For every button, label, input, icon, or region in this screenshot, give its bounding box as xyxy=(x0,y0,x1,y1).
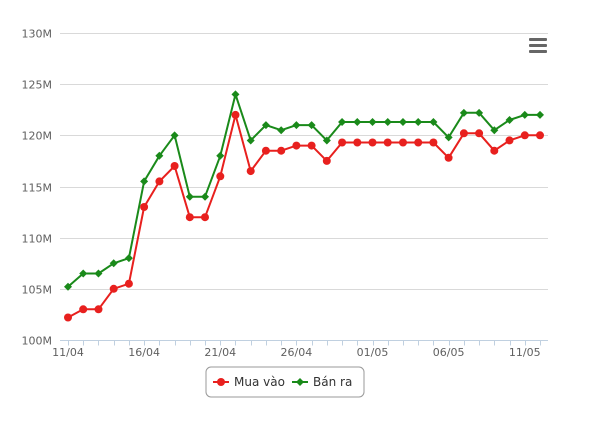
legend: Mua vào Bán ra xyxy=(205,366,365,398)
data-point xyxy=(231,110,240,119)
legend-marker-ban-ra xyxy=(296,378,304,386)
legend-box xyxy=(205,366,365,398)
x-tick-label: 01/05 xyxy=(357,346,389,359)
data-point xyxy=(536,110,544,119)
data-point xyxy=(170,162,179,170)
legend-label-ban-ra: Bán ra xyxy=(313,375,352,389)
data-point xyxy=(520,110,529,119)
data-point xyxy=(64,313,72,322)
series-line-mua-vao xyxy=(67,113,540,319)
data-point xyxy=(246,167,255,176)
x-tick-label: 26/04 xyxy=(281,346,313,359)
data-point xyxy=(292,141,301,150)
data-point xyxy=(353,118,362,127)
data-point xyxy=(307,141,316,150)
data-point xyxy=(322,136,331,145)
data-point xyxy=(109,284,118,293)
data-point xyxy=(277,126,286,135)
data-point xyxy=(246,136,255,145)
y-tick-label: 130M xyxy=(22,28,53,41)
data-point xyxy=(338,118,347,127)
data-point xyxy=(368,118,377,127)
data-point xyxy=(490,146,499,155)
data-point xyxy=(216,172,225,181)
series-mua-vao xyxy=(64,110,544,322)
data-point xyxy=(109,259,118,268)
data-point xyxy=(399,138,407,147)
chart-menu-button[interactable] xyxy=(525,34,551,56)
data-point xyxy=(94,269,103,278)
data-point xyxy=(170,131,179,140)
data-point xyxy=(201,213,209,222)
hamburger-menu-icon xyxy=(529,38,547,53)
y-tick-label: 115M xyxy=(22,182,53,195)
y-tick-label: 120M xyxy=(22,130,53,143)
data-point xyxy=(338,138,347,147)
data-point xyxy=(505,115,514,124)
data-point xyxy=(79,269,88,278)
legend-label-mua-vao: Mua vào xyxy=(234,375,285,389)
data-point xyxy=(414,138,423,147)
data-point xyxy=(353,138,362,147)
data-point xyxy=(459,129,468,138)
y-tick-label: 100M xyxy=(22,335,53,348)
y-tick-label: 105M xyxy=(22,284,53,297)
series-plot xyxy=(64,90,544,322)
data-point xyxy=(155,177,164,186)
data-point xyxy=(475,108,484,117)
data-point xyxy=(155,151,164,160)
x-tick-label: 16/04 xyxy=(128,346,160,359)
data-point xyxy=(505,136,514,145)
data-point xyxy=(368,138,377,147)
data-point xyxy=(414,118,423,127)
legend-item-mua-vao[interactable]: Mua vào xyxy=(213,375,285,389)
data-point xyxy=(444,153,453,162)
data-point xyxy=(185,192,194,201)
y-axis-labels: 100M 105M 110M 115M 120M 125M 130M xyxy=(22,28,53,348)
data-point xyxy=(536,131,544,140)
data-point xyxy=(201,192,210,201)
data-point xyxy=(261,146,270,155)
data-point xyxy=(140,177,149,186)
data-point xyxy=(383,118,392,127)
data-point xyxy=(94,305,103,314)
x-tick-label: 21/04 xyxy=(204,346,236,359)
data-point xyxy=(383,138,392,147)
legend-item-ban-ra[interactable]: Bán ra xyxy=(292,375,352,389)
data-point xyxy=(261,121,270,130)
data-point xyxy=(444,133,453,142)
data-point xyxy=(64,282,72,291)
data-point xyxy=(124,279,133,288)
y-tick-label: 110M xyxy=(22,233,53,246)
x-tick-label: 11/04 xyxy=(52,346,84,359)
data-point xyxy=(140,203,149,211)
data-point xyxy=(216,151,225,160)
data-point xyxy=(185,213,194,222)
grid xyxy=(60,33,548,290)
series-line-ban-ra xyxy=(67,93,540,288)
data-point xyxy=(398,118,407,127)
data-point xyxy=(322,156,331,165)
data-point xyxy=(231,90,240,99)
x-tick-label: 06/05 xyxy=(433,346,465,359)
y-tick-label: 125M xyxy=(22,79,53,92)
data-point xyxy=(429,118,438,127)
x-tick-label: 11/05 xyxy=(509,346,541,359)
data-point xyxy=(475,129,484,138)
data-point xyxy=(307,121,316,130)
series-ban-ra xyxy=(64,90,544,291)
data-point xyxy=(124,254,133,263)
data-point xyxy=(459,108,468,117)
data-point xyxy=(520,131,529,140)
x-axis: 11/04 16/04 21/04 26/04 01/05 06/05 11/05 xyxy=(52,340,548,359)
data-point xyxy=(490,126,499,135)
data-point xyxy=(292,121,301,130)
data-point xyxy=(79,305,88,314)
data-point xyxy=(429,138,438,147)
legend-marker-mua-vao xyxy=(217,378,225,386)
data-point xyxy=(277,146,286,155)
